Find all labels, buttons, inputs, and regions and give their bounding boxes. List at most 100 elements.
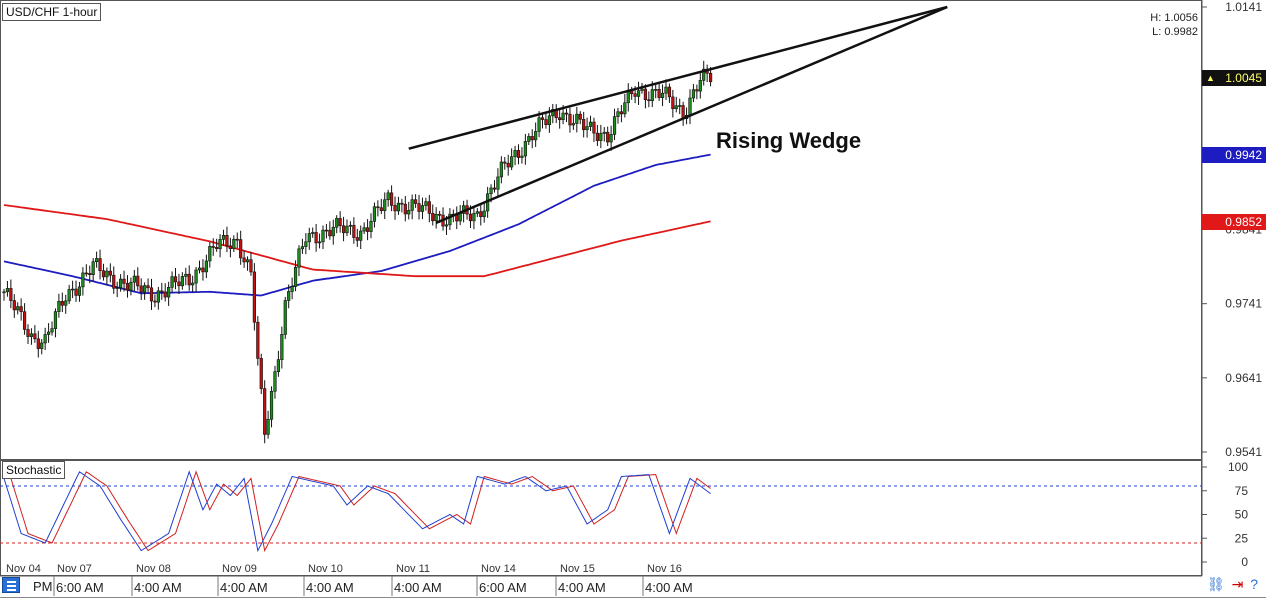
candlesticks [2,60,713,444]
candle [359,225,363,249]
candle-body [317,241,322,244]
candle [26,324,30,344]
candle [67,284,71,305]
candle-body [534,131,538,141]
candle-body [98,258,102,271]
candle-body [606,131,610,143]
candle-body [235,238,239,241]
candle [578,111,582,125]
candle [698,71,702,99]
candle-body [348,224,353,227]
candle [458,205,462,226]
candle-body [530,136,534,141]
candle [599,124,603,149]
candle [695,84,699,100]
candle-body [266,419,270,435]
candle-body [499,161,503,178]
candle [523,133,527,165]
candle-body [29,333,34,337]
candle-body [46,331,51,335]
candle-body [578,113,582,120]
candle [293,260,298,292]
candle-body [407,210,411,215]
candle-body [293,266,298,287]
candle [108,263,112,283]
candle-body [53,311,58,329]
candle-body [540,117,545,120]
red-ma-price-tag: 0.9852 [1202,214,1266,230]
candle [283,296,287,340]
candle [112,266,116,294]
candle [510,148,514,171]
candle-body [448,213,452,226]
candle-body [129,281,133,291]
candle [588,115,593,131]
candle [156,286,160,310]
candle-body [664,86,668,94]
candle [273,365,277,399]
candle-body [194,269,198,284]
candle [585,117,589,138]
candle [208,242,212,268]
stochastic-tick-label: 0 [1241,555,1248,569]
candle [307,227,311,250]
candle-body [276,359,281,373]
candle-body [5,288,10,293]
candle-body [513,150,517,157]
price-tick-label: 0.9741 [1225,297,1262,311]
candle-body [636,90,641,97]
candle-body [352,224,356,238]
candle [331,219,335,245]
candle [194,266,198,292]
candle-body [688,97,692,116]
candle [571,114,575,130]
candle-body [208,246,212,262]
candle [60,292,64,313]
time-label: 6:00 AM [479,580,527,595]
candle-body [77,286,82,296]
time-label: 4:00 AM [394,580,442,595]
link-icon[interactable]: ⛓ [1207,576,1225,592]
candle [582,111,586,138]
arrow-right-icon[interactable]: ⇥ [1231,576,1244,592]
candle-body [2,291,6,294]
candle-body [544,119,548,126]
candle-body [167,286,171,298]
time-label: 4:00 AM [220,580,268,595]
candle [324,223,329,239]
candle-body [331,226,335,237]
candle-body [91,261,95,275]
candle-body [300,246,305,250]
candle-body [585,126,589,131]
candle-body [170,276,174,288]
candle-body [379,207,383,211]
candle-body [599,133,603,141]
help-icon[interactable]: ? [1250,576,1259,592]
candle-body [393,205,397,212]
candle [369,213,373,239]
candle [362,222,366,235]
candle [427,194,431,223]
candle-body [355,237,359,241]
candle [290,277,294,300]
candle-body [57,301,61,312]
candle [225,226,229,253]
candle [266,410,270,439]
candle-body [475,211,479,214]
candle-body [40,342,44,349]
menu-icon[interactable] [2,577,20,593]
candle-body [218,239,222,250]
candle [393,196,397,220]
stochastic-tick-label: 100 [1228,460,1248,474]
candle [187,265,191,291]
candle-body [592,121,596,134]
candle-body [681,105,685,120]
stochastic-k-line [3,470,711,553]
candle-body [468,213,473,222]
candle [16,302,20,315]
candle-body [492,187,497,190]
rising-wedge-annotation: Rising Wedge [716,128,862,153]
candle-body [16,306,20,311]
candle [280,326,284,369]
